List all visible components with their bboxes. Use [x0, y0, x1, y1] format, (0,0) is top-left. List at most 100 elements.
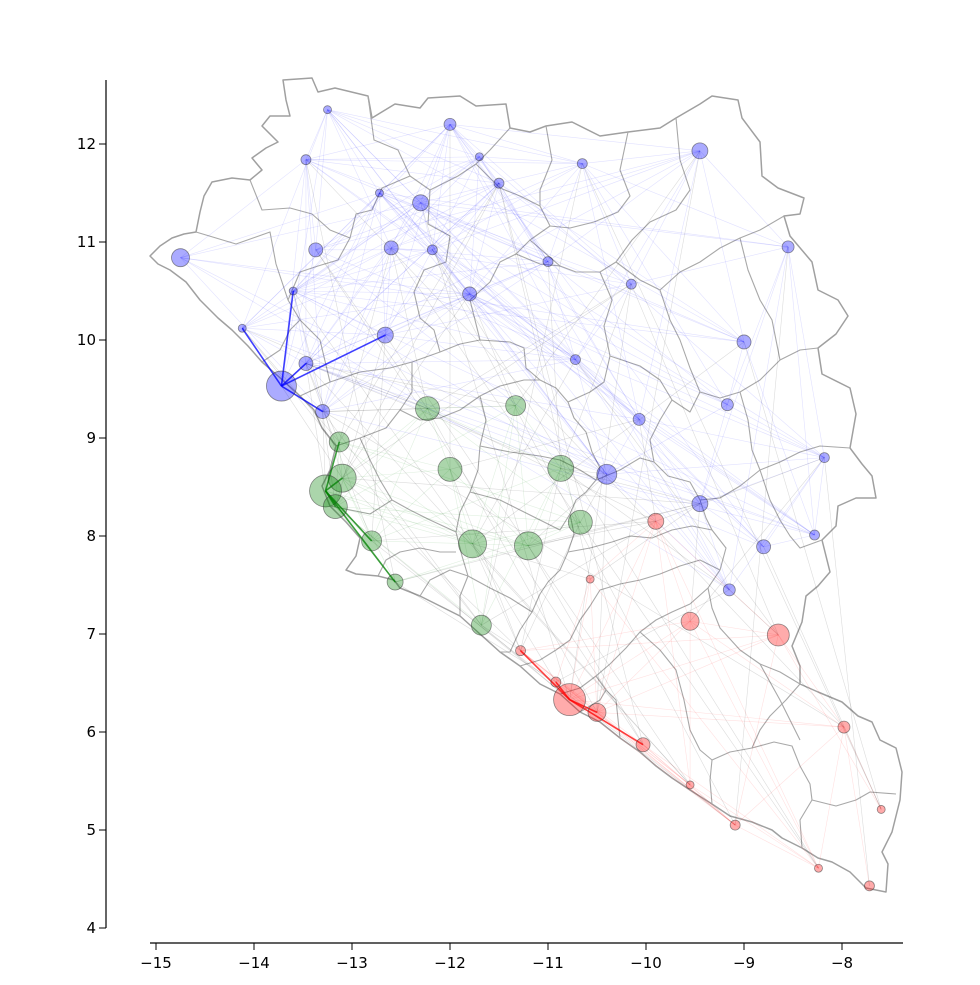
- border-segment: [811, 791, 897, 807]
- flow-line: [180, 257, 470, 295]
- flow-line: [293, 290, 745, 343]
- flow-line: [242, 249, 433, 329]
- data-point: [470, 614, 492, 636]
- flow-line: [472, 543, 529, 547]
- flow-line: [778, 634, 845, 728]
- flow-line: [305, 363, 428, 409]
- flow-line: [699, 246, 789, 504]
- flow-line: [547, 261, 728, 405]
- flow-line: [327, 109, 480, 158]
- flow-line: [385, 247, 392, 336]
- border-segment: [539, 125, 553, 206]
- flow-line: [818, 727, 845, 869]
- flow-line: [385, 261, 549, 336]
- data-point: [462, 286, 478, 302]
- flow-line: [281, 249, 317, 387]
- flow-line: [469, 293, 728, 405]
- y-ticks: 4 5 6 7 8 9 10 11 12: [77, 135, 106, 937]
- flow-line: [335, 408, 428, 507]
- flow-lines: [180, 109, 882, 886]
- border-segment: [567, 525, 801, 685]
- flow-line: [631, 246, 789, 285]
- data-point: [415, 396, 440, 422]
- flow-line: [432, 156, 480, 250]
- flow-line: [391, 247, 576, 360]
- flow-line: [449, 124, 500, 184]
- flow-line: [293, 290, 470, 295]
- x-tick-label: −11: [532, 954, 564, 972]
- flow-line: [560, 468, 607, 475]
- flow-line: [569, 699, 736, 826]
- flow-line-strong: [324, 490, 373, 542]
- flow-line: [341, 478, 372, 542]
- data-point: [323, 105, 332, 115]
- flow-line: [390, 247, 819, 869]
- flow-line: [305, 159, 323, 412]
- flow-line: [472, 543, 521, 651]
- x-tick-label: −9: [733, 954, 755, 972]
- border-segment: [519, 559, 721, 667]
- flow-line: [469, 156, 480, 294]
- flow-line: [180, 159, 307, 258]
- flow-line: [763, 457, 825, 547]
- flow-line: [596, 634, 779, 713]
- flow-line: [735, 824, 819, 869]
- flow-line: [305, 159, 583, 164]
- flow-line: [327, 109, 745, 343]
- border-segment: [529, 117, 691, 273]
- data-point: [756, 539, 771, 555]
- flow-line: [339, 441, 451, 470]
- flow-line: [315, 249, 428, 409]
- flow-line: [606, 457, 825, 475]
- flow-line: [305, 363, 561, 469]
- flow-line: [479, 156, 549, 262]
- data-points: [171, 105, 886, 892]
- flow-line: [315, 249, 644, 745]
- flow-line: [315, 249, 825, 458]
- border-segment: [595, 675, 621, 739]
- flow-line: [639, 419, 825, 458]
- data-point: [576, 158, 588, 170]
- flow-line: [281, 182, 500, 387]
- border-segment: [515, 253, 561, 267]
- data-point: [585, 574, 595, 584]
- flow-line: [315, 182, 500, 251]
- flow-line-strong: [324, 441, 341, 492]
- flow-line: [305, 363, 640, 420]
- data-point: [505, 395, 527, 417]
- flow-line: [498, 183, 644, 745]
- flow-line: [432, 249, 819, 869]
- flow-line: [293, 249, 433, 292]
- flow-line: [322, 408, 428, 412]
- flow-line: [305, 247, 392, 364]
- flow-line: [293, 261, 549, 292]
- flow-line: [449, 124, 576, 360]
- flow-line: [315, 109, 328, 250]
- flow-line: [569, 699, 844, 728]
- flow-line: [469, 293, 576, 360]
- flow-line: [420, 202, 549, 262]
- flow-line: [638, 419, 730, 591]
- flow-line: [596, 474, 608, 713]
- flow-line: [305, 202, 421, 364]
- flow-line: [642, 744, 819, 869]
- flow-line: [469, 293, 608, 475]
- data-point: [266, 370, 297, 402]
- flow-line-strong: [519, 650, 571, 701]
- flow-line: [341, 183, 500, 479]
- data-point: [171, 248, 190, 268]
- data-point: [375, 188, 384, 198]
- border-segment: [249, 179, 351, 239]
- flow-line: [242, 328, 340, 443]
- flow-line: [479, 156, 640, 420]
- flow-line: [824, 457, 870, 886]
- flow-line: [427, 408, 581, 523]
- flow-line: [390, 156, 480, 249]
- data-point: [722, 583, 736, 597]
- flow-line: [432, 249, 608, 475]
- border-segment: [751, 683, 801, 749]
- flow-line: [655, 521, 691, 785]
- data-point: [635, 737, 651, 753]
- flow-line: [335, 506, 529, 547]
- data-point: [625, 278, 637, 290]
